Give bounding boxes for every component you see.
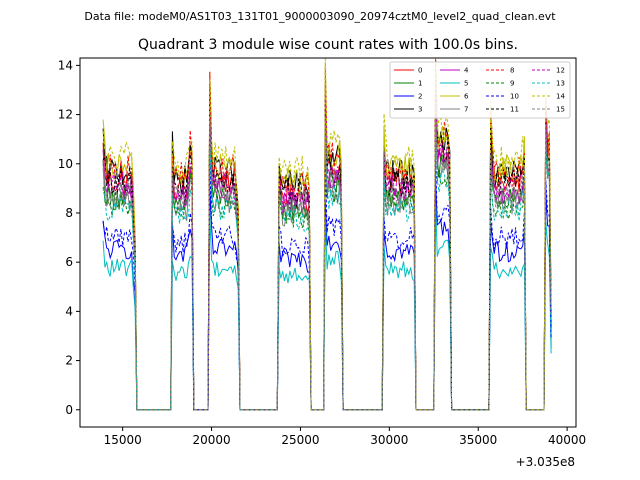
legend-label: 15 — [556, 106, 565, 114]
legend-label: 12 — [556, 67, 565, 75]
legend-label: 1 — [418, 80, 422, 88]
chart-suptitle: Data file: modeM0/AS1T03_131T01_90000030… — [84, 10, 556, 23]
x-tick-label: 25000 — [281, 433, 319, 447]
x-tick-label: 30000 — [370, 433, 408, 447]
legend-label: 8 — [510, 67, 514, 75]
x-tick-label: 15000 — [104, 433, 142, 447]
y-tick-label: 14 — [58, 58, 73, 72]
legend-label: 2 — [418, 93, 422, 101]
legend-label: 3 — [418, 106, 422, 114]
y-tick-label: 0 — [65, 403, 73, 417]
x-axis: 15000 20000 25000 30000 35000 40000 — [104, 427, 586, 447]
y-tick-label: 2 — [65, 354, 73, 368]
x-tick-label: 20000 — [192, 433, 230, 447]
legend-label: 14 — [556, 93, 565, 101]
legend-label: 6 — [464, 93, 469, 101]
series-line-15 — [102, 104, 552, 411]
legend-label: 11 — [510, 106, 519, 114]
x-tick-label: 40000 — [548, 433, 586, 447]
y-tick-label: 6 — [65, 255, 73, 269]
y-tick-label: 12 — [58, 108, 73, 122]
legend-label: 5 — [464, 80, 468, 88]
series-layer — [102, 58, 552, 411]
x-tick-label: 35000 — [459, 433, 497, 447]
legend-label: 0 — [418, 67, 422, 75]
legend-label: 4 — [464, 67, 469, 75]
legend-label: 9 — [510, 80, 514, 88]
axes-layer — [79, 57, 577, 428]
chart-title: Quadrant 3 module wise count rates with … — [138, 37, 518, 53]
y-axis: 0 2 4 6 8 10 12 14 — [58, 58, 80, 417]
y-tick-label: 8 — [65, 206, 73, 220]
y-tick-label: 10 — [58, 157, 73, 171]
legend-label: 13 — [556, 80, 565, 88]
series-line-11 — [102, 83, 552, 411]
x-offset-label: +3.035e8 — [516, 455, 575, 469]
legend-label: 10 — [510, 93, 519, 101]
legend-label: 7 — [464, 106, 468, 114]
plot-frame — [79, 57, 577, 428]
legend-box — [389, 61, 571, 119]
y-tick-label: 4 — [65, 304, 73, 318]
